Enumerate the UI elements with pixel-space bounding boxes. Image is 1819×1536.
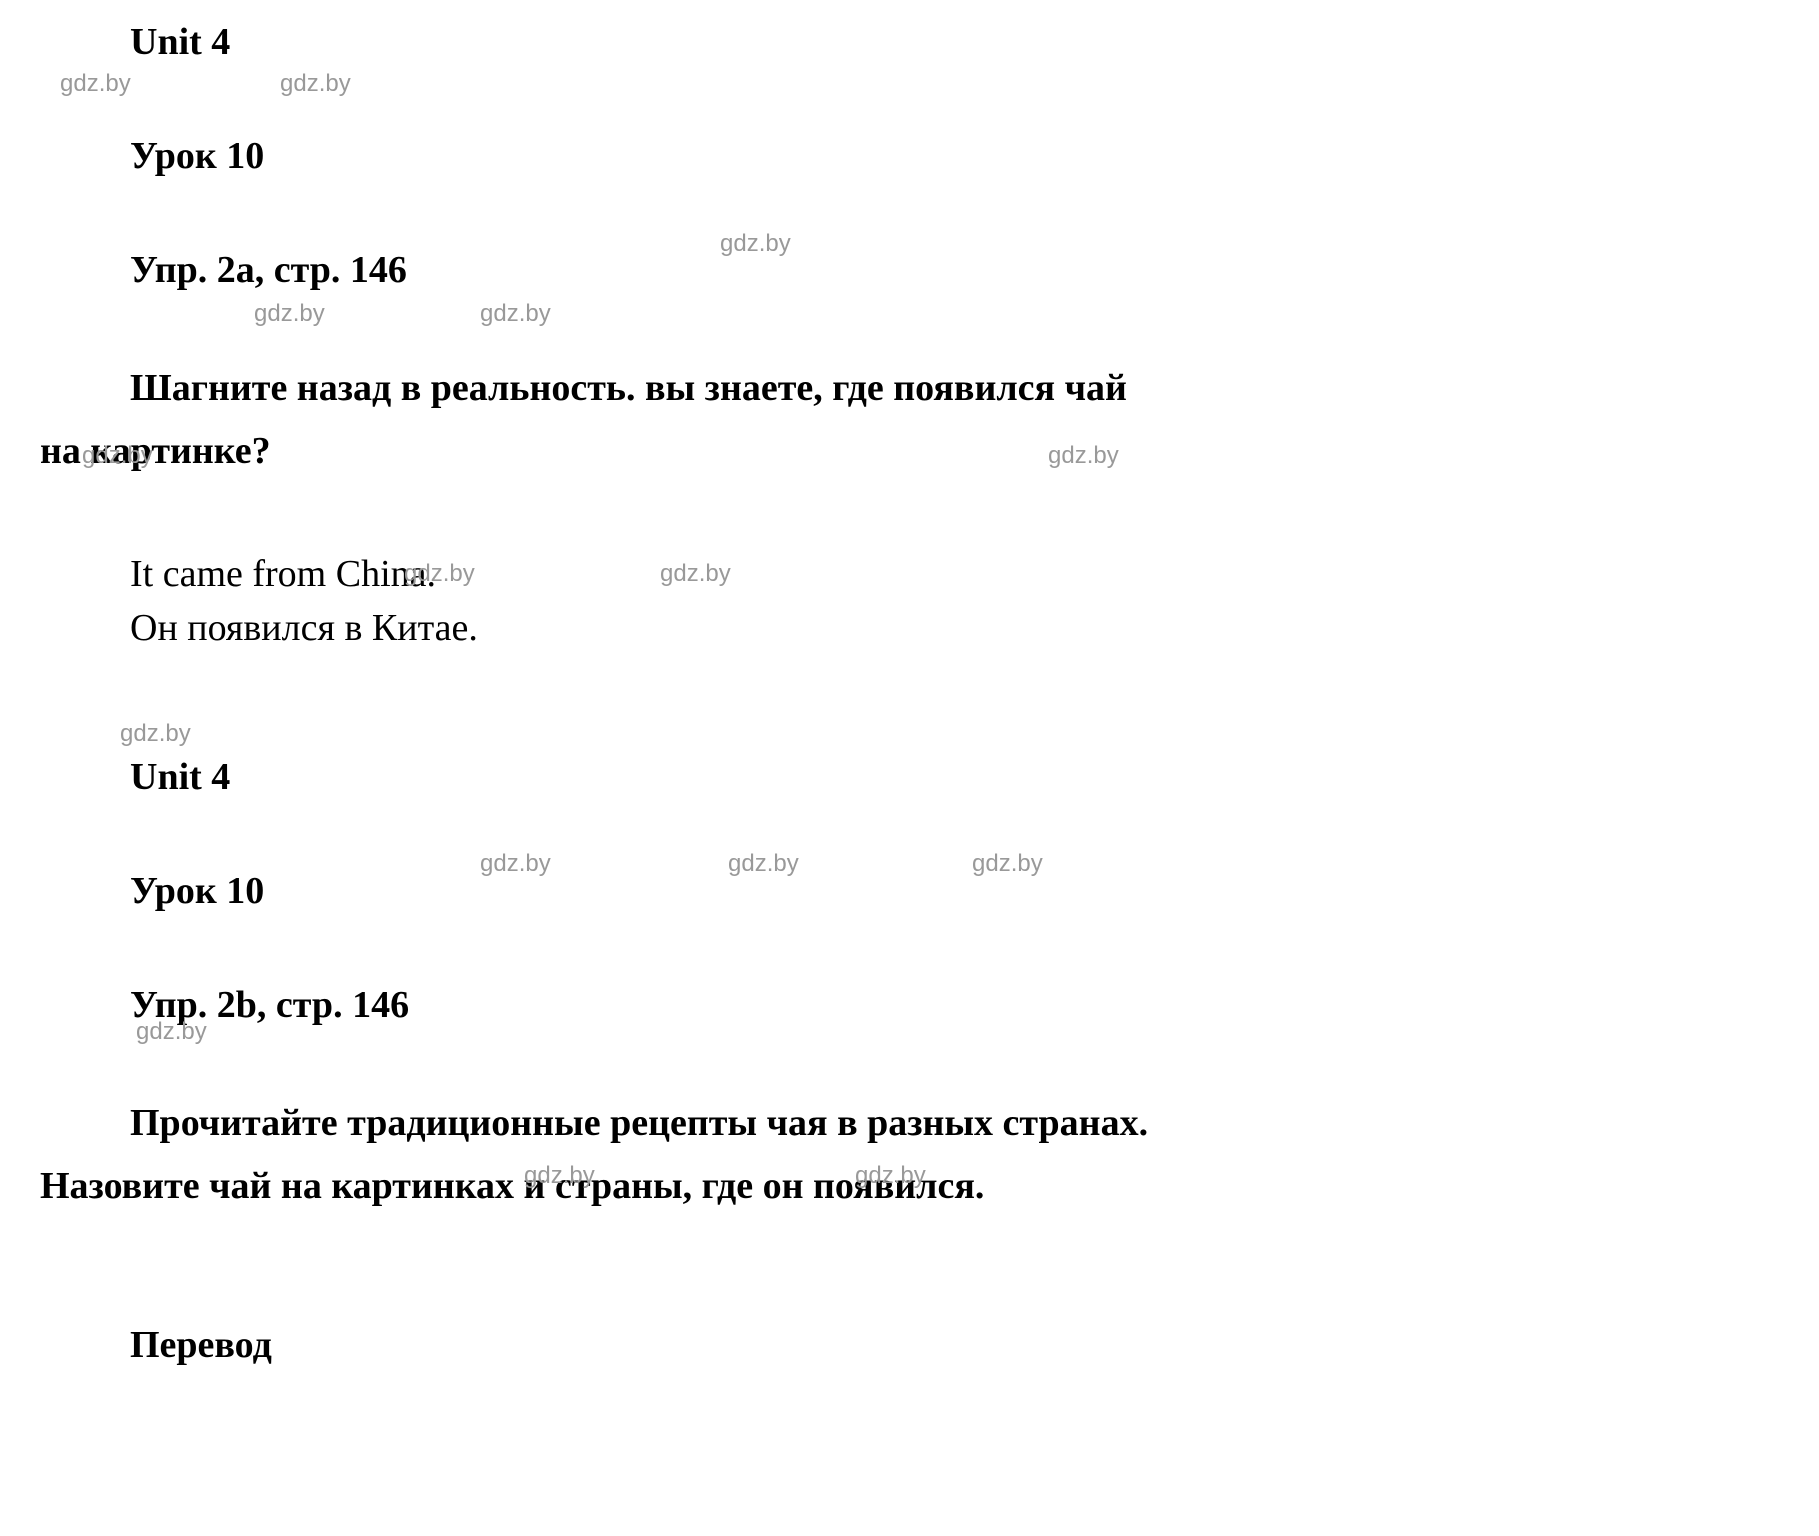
exercise-heading-2: Упр. 2b, стр. 146 bbox=[130, 983, 1779, 1027]
exercise-heading-1: Упр. 2a, стр. 146 bbox=[130, 248, 1779, 292]
lesson-heading-1: Урок 10 bbox=[130, 134, 1779, 178]
unit-heading-2: Unit 4 bbox=[130, 755, 1779, 799]
lesson-heading-2: Урок 10 bbox=[130, 869, 1779, 913]
answer-russian: Он появился в Китае. bbox=[130, 602, 1779, 655]
question-2-line-1: Прочитайте традиционные рецепты чая в ра… bbox=[130, 1097, 1779, 1150]
answer-english: It came from China. bbox=[130, 548, 1779, 601]
translation-label: Перевод bbox=[130, 1323, 1779, 1367]
unit-heading-1: Unit 4 bbox=[130, 20, 1779, 64]
question-1-line-1: Шагните назад в реальность. вы знаете, г… bbox=[130, 362, 1779, 415]
question-2-line-2: Назовите чай на картинках и страны, где … bbox=[40, 1160, 1779, 1213]
document-content: Unit 4 Урок 10 Упр. 2a, стр. 146 Шагните… bbox=[40, 20, 1779, 1367]
question-1-line-2: на картинке? bbox=[40, 425, 1779, 478]
